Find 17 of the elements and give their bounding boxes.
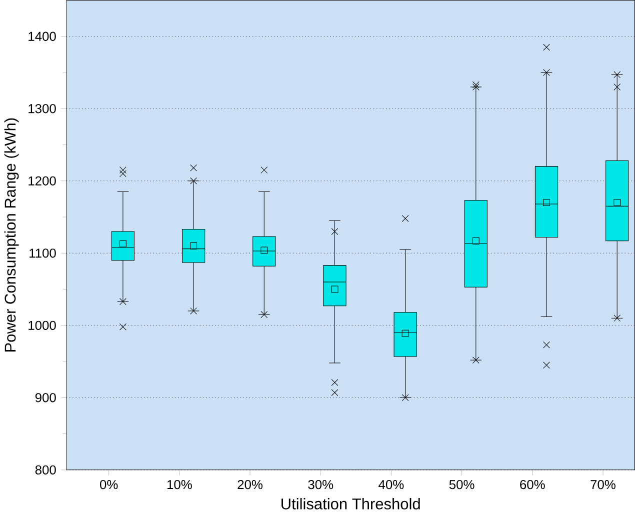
- x-tick-label: 20%: [238, 480, 263, 490]
- x-tick-label: 70%: [590, 480, 616, 490]
- x-tick-label: 30%: [308, 480, 334, 490]
- x-tick-label: 10%: [167, 480, 192, 490]
- y-axis-title: Power Consumption Range (kWh): [4, 118, 19, 352]
- x-tick-label: 40%: [378, 480, 404, 490]
- x-axis-title: Utilisation Threshold: [282, 498, 420, 510]
- y-tick-label: 1100: [30, 248, 56, 258]
- x-tick-label: 0%: [100, 480, 118, 490]
- y-tick-label: 1400: [28, 32, 56, 42]
- y-tick-label: 800: [35, 465, 56, 475]
- y-tick-label: 1300: [28, 104, 56, 114]
- y-tick-label: 1000: [28, 320, 56, 330]
- x-tick-label: 60%: [520, 480, 545, 490]
- y-tick-label: 900: [35, 393, 56, 402]
- x-tick-label: 50%: [449, 480, 474, 490]
- y-tick-label: 1200: [28, 176, 56, 186]
